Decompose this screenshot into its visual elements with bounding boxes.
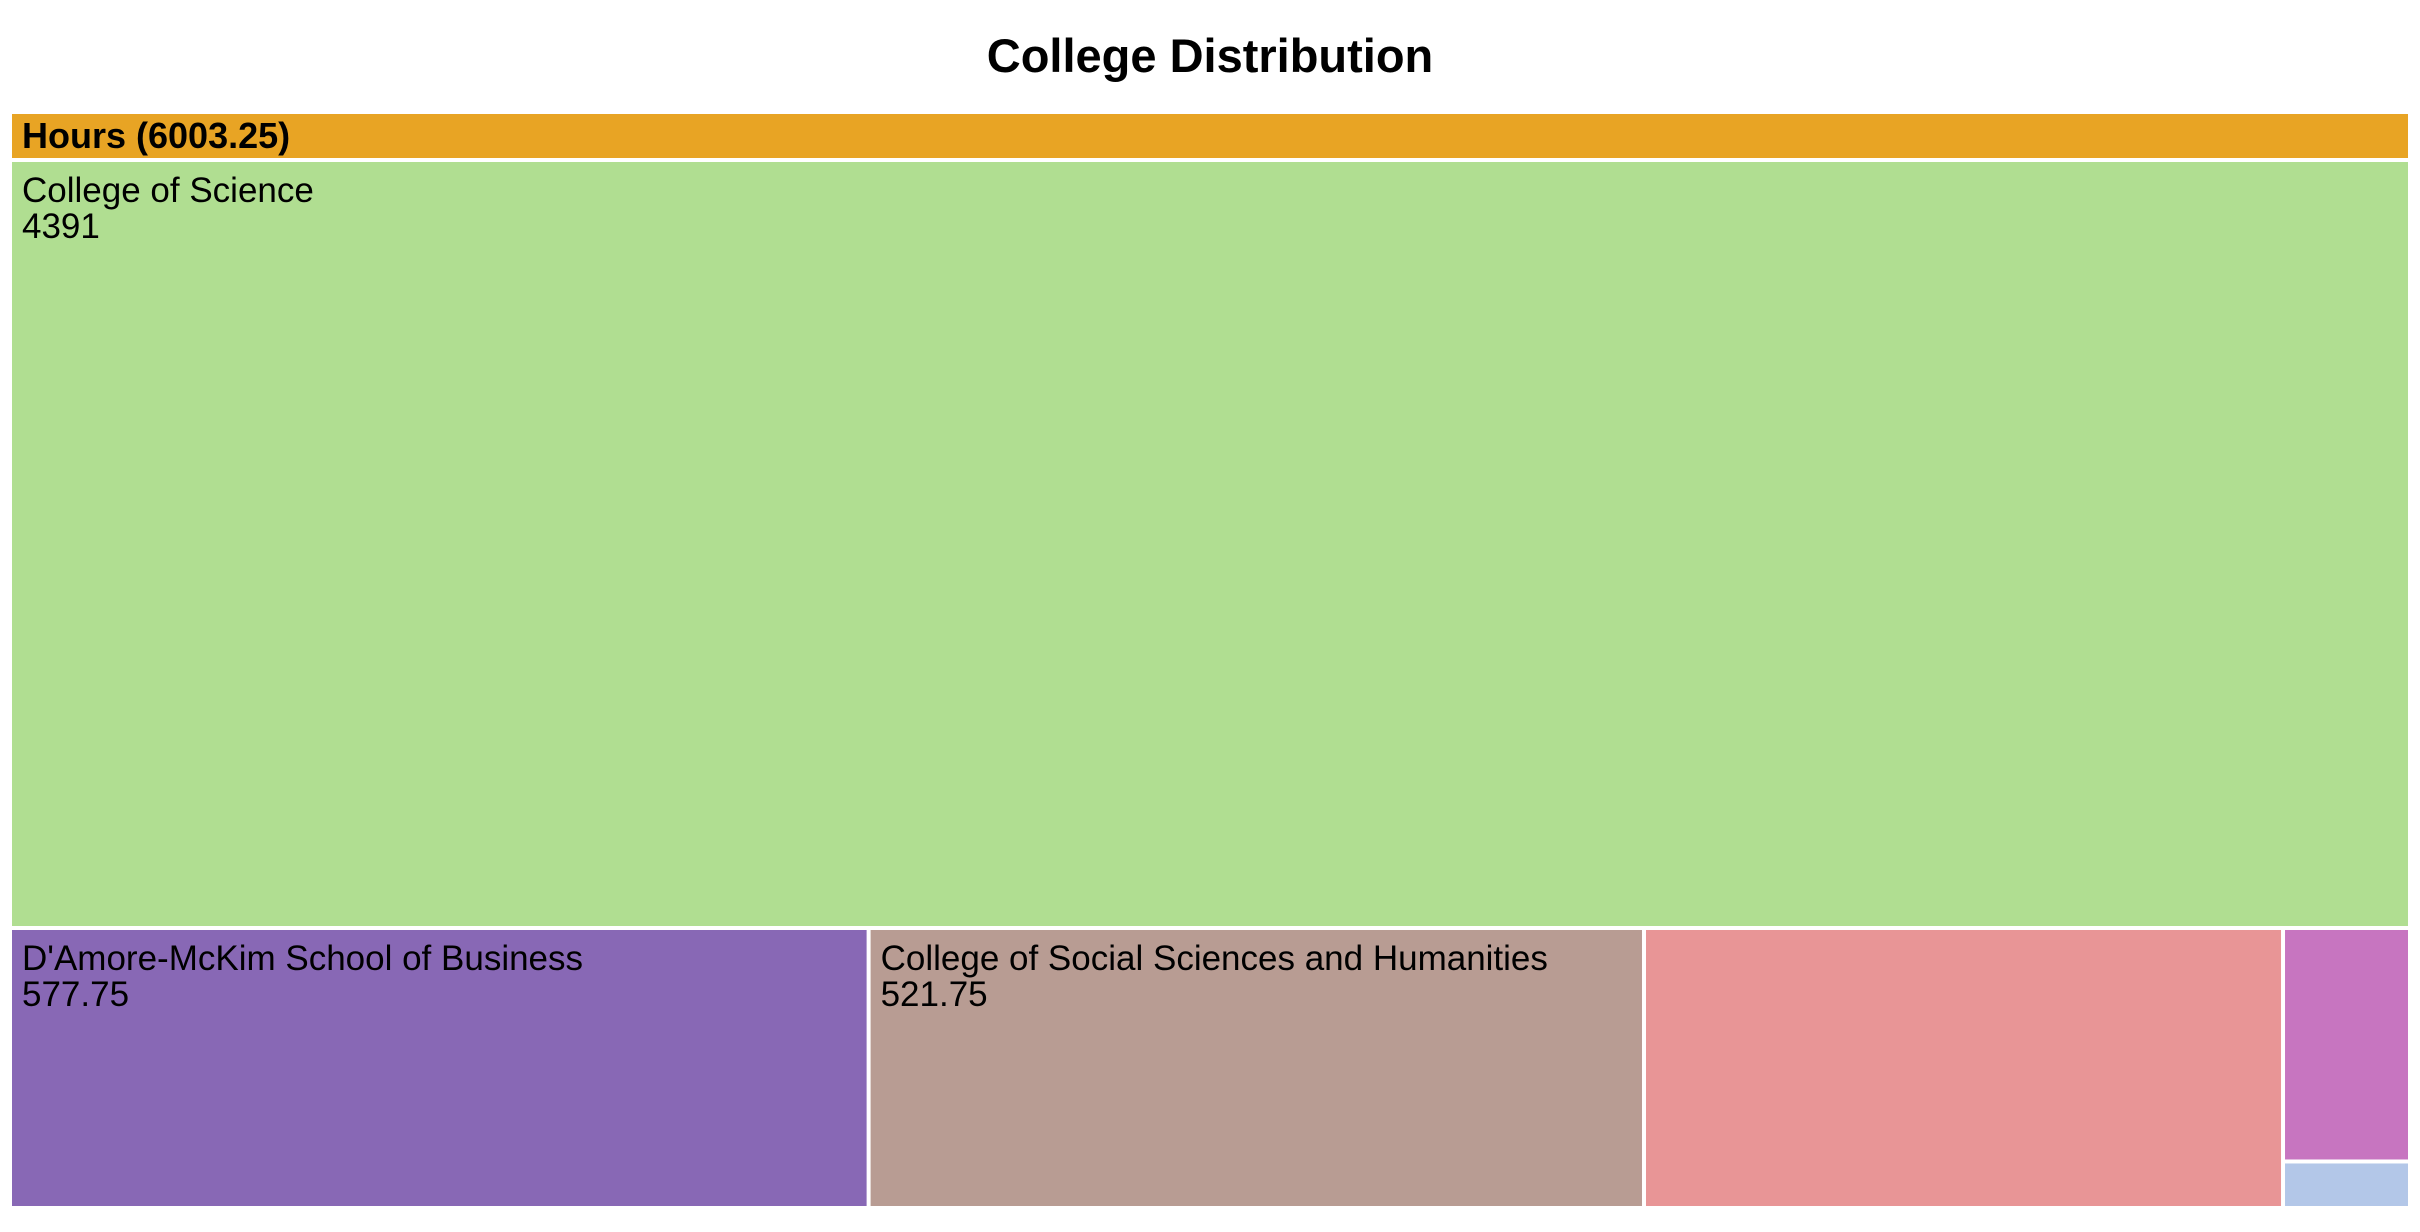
tile-value-d-amore-mckim-school-of-business: 577.75	[22, 975, 129, 1014]
tile-tile-4[interactable]	[2285, 930, 2408, 1160]
tile-d-amore-mckim-school-of-business[interactable]	[12, 930, 867, 1206]
tile-college-of-social-sciences-and-humanities[interactable]	[870, 930, 1642, 1206]
tile-value-college-of-science: 4391	[22, 207, 100, 246]
tile-college-of-science[interactable]	[12, 162, 2408, 926]
tile-label-college-of-science: College of Science	[22, 171, 314, 210]
root-header-label: Hours (6003.25)	[22, 115, 290, 156]
tile-value-college-of-social-sciences-and-humanities: 521.75	[881, 975, 988, 1014]
tile-tile-5[interactable]	[2285, 1163, 2408, 1206]
root-header[interactable]	[12, 114, 2408, 158]
tile-tile-3[interactable]	[1645, 930, 2282, 1206]
tile-label-d-amore-mckim-school-of-business: D'Amore-McKim School of Business	[22, 939, 583, 978]
tile-label-college-of-social-sciences-and-humanities: College of Social Sciences and Humanitie…	[881, 939, 1548, 978]
chart-title: College Distribution	[986, 29, 1434, 82]
